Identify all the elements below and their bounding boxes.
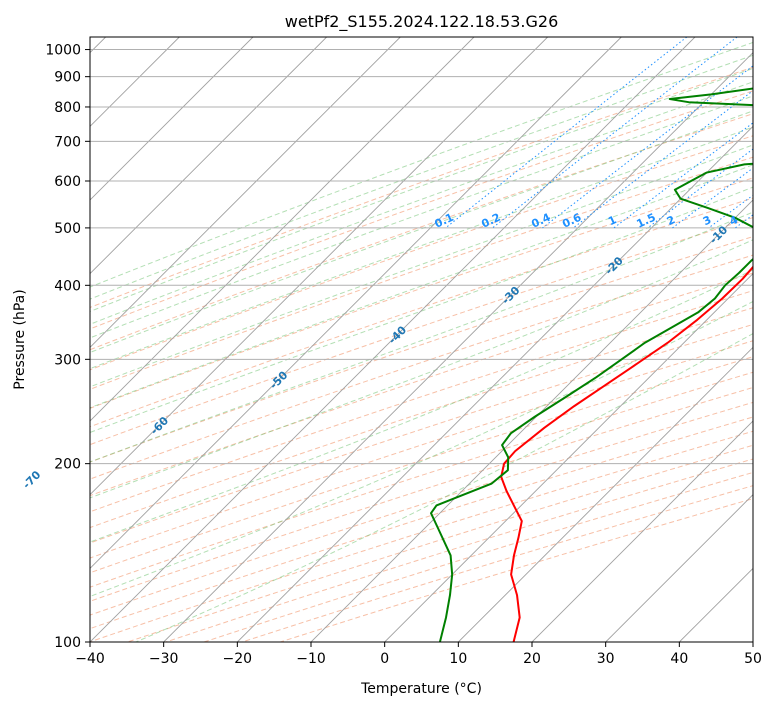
chart-title: wetPf2_S155.2024.122.18.53.G26 xyxy=(285,12,559,32)
dry-adiabat xyxy=(90,416,753,630)
x-tick-label: 0 xyxy=(380,651,389,667)
x-tick-label: −10 xyxy=(296,651,326,667)
dry-adiabat xyxy=(203,471,753,642)
isotherm-line xyxy=(605,494,753,642)
moist-adiabat xyxy=(90,300,753,598)
isotherm-label: -70 xyxy=(20,468,43,491)
x-axis-label: Temperature (°C) xyxy=(360,681,482,697)
x-tick-label: 10 xyxy=(449,651,467,667)
dry-adiabat xyxy=(90,386,753,602)
moist-adiabat xyxy=(90,144,753,388)
isotherm-line xyxy=(384,273,753,642)
moist-adiabat xyxy=(90,269,753,543)
y-tick-label: 200 xyxy=(54,457,81,473)
mixing-ratio-line xyxy=(613,122,753,229)
isotherm-label: -50 xyxy=(267,368,290,391)
isotherm-line xyxy=(90,37,254,201)
mixing-ratio-label: 2 xyxy=(665,213,677,228)
dry-adiabat xyxy=(90,254,753,480)
dry-adiabat xyxy=(241,485,753,642)
dry-adiabat xyxy=(90,177,753,409)
moist-adiabat xyxy=(90,211,753,463)
isotherm-line xyxy=(531,420,753,642)
x-tick-label: −30 xyxy=(149,651,179,667)
isotherm-label: -60 xyxy=(148,414,171,437)
moist-adiabat xyxy=(90,186,753,433)
isotherm-line xyxy=(237,125,753,642)
x-tick-label: 40 xyxy=(670,651,688,667)
dry-adiabat xyxy=(90,307,753,529)
dry-adiabat xyxy=(90,272,753,497)
dry-adiabat xyxy=(90,290,753,513)
moist-adiabat xyxy=(90,81,753,325)
isotherm-line xyxy=(90,37,696,642)
moist-adiabat xyxy=(90,239,753,499)
x-tick-label: 50 xyxy=(744,651,762,667)
temperature-profile xyxy=(500,265,753,642)
isotherm-label: -10 xyxy=(707,223,730,246)
isotherm-label: -40 xyxy=(386,323,409,346)
dry-adiabat xyxy=(90,340,753,559)
y-tick-label: 1000 xyxy=(45,43,81,59)
mixing-ratio-line xyxy=(672,167,753,229)
x-tick-label: −20 xyxy=(223,651,253,667)
isotherm-line xyxy=(752,641,753,642)
mixing-ratio-line xyxy=(572,90,753,229)
mixing-ratio-line xyxy=(492,37,738,229)
dry-adiabat xyxy=(90,156,753,390)
y-tick-label: 800 xyxy=(54,100,81,116)
mixing-ratio-line xyxy=(734,214,753,229)
y-tick-label: 400 xyxy=(54,278,81,294)
dry-adiabat xyxy=(90,323,753,544)
y-tick-label: 700 xyxy=(54,134,81,150)
dry-adiabat xyxy=(90,66,753,309)
y-tick-label: 600 xyxy=(54,174,81,190)
dry-adiabat xyxy=(165,458,753,642)
isotherm-line xyxy=(90,37,475,422)
y-tick-label: 100 xyxy=(54,635,81,651)
moist-adiabat xyxy=(90,54,753,300)
moist-adiabat xyxy=(90,67,753,313)
isotherm-line xyxy=(310,199,753,642)
x-tick-label: −40 xyxy=(75,651,105,667)
plot-frame xyxy=(89,36,754,643)
moist-adiabat xyxy=(90,95,753,339)
y-tick-label: 300 xyxy=(54,352,81,368)
mixing-ratio-label: 4 xyxy=(728,213,741,228)
y-tick-label: 900 xyxy=(54,70,81,86)
isotherm-line xyxy=(679,567,753,642)
moist-adiabat xyxy=(90,126,753,370)
x-tick-label: 20 xyxy=(523,651,541,667)
mixing-ratio-line xyxy=(542,65,753,229)
isotherm-line xyxy=(90,37,622,569)
isotherm-label: -20 xyxy=(603,254,626,277)
moist-adiabat xyxy=(90,164,753,409)
dry-adiabat xyxy=(90,371,753,588)
moist-adiabat xyxy=(90,110,753,354)
y-axis-label: Pressure (hPa) xyxy=(12,289,28,389)
x-tick-label: 30 xyxy=(597,651,615,667)
mixing-ratio-line xyxy=(708,194,753,229)
isotherm-line xyxy=(90,37,401,348)
isotherm-label: -30 xyxy=(499,284,522,307)
dry-adiabat xyxy=(90,113,753,351)
dry-adiabat xyxy=(90,356,753,574)
isotherm-line xyxy=(90,37,548,496)
dry-adiabat xyxy=(280,498,753,642)
isotherm-line xyxy=(458,346,753,642)
isotherm-line xyxy=(163,52,753,642)
dewpoint-profile xyxy=(430,87,753,642)
isotherm-line xyxy=(90,37,327,275)
y-tick-label: 500 xyxy=(54,221,81,237)
